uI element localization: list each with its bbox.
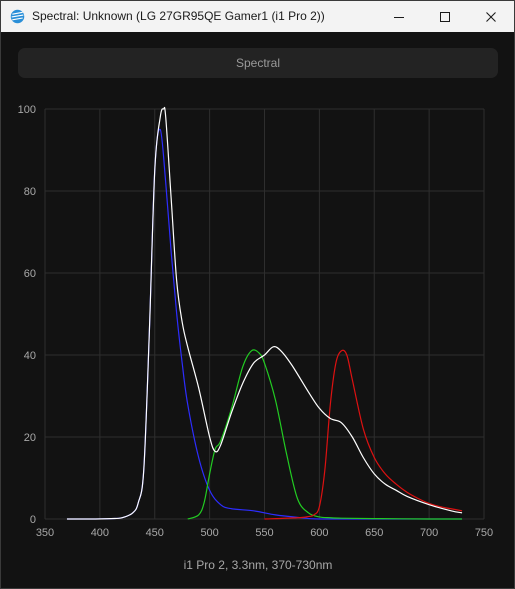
instrument-label: i1 Pro 2, 3.3nm, 370-730nm xyxy=(184,558,333,572)
maximize-button[interactable] xyxy=(422,1,468,32)
series-white xyxy=(66,106,463,520)
chart-axes: 350 400 450 500 550 600 650 700 750 0 20 40 60 80 100 xyxy=(18,104,494,539)
x-tick-label: 750 xyxy=(475,527,493,539)
close-button[interactable] xyxy=(468,1,514,32)
y-tick-label: 60 xyxy=(24,268,36,280)
y-tick-label: 20 xyxy=(24,432,36,444)
spectral-chart: 350 400 450 500 550 600 650 700 750020406080100 … xyxy=(18,104,494,572)
close-icon xyxy=(486,11,496,22)
x-tick-label: 550 xyxy=(255,527,273,539)
window-title: Spectral: Unknown (LG 27GR95QE Gamer1 (i… xyxy=(32,9,325,23)
series-green xyxy=(187,349,463,520)
minimize-button[interactable] xyxy=(376,1,422,32)
y-tick-label: 0 xyxy=(30,514,36,526)
minimize-icon xyxy=(394,16,404,18)
series-red xyxy=(264,349,463,520)
x-tick-label: 400 xyxy=(91,527,109,539)
window-content: Spectral xyxy=(1,32,514,588)
chart-series xyxy=(66,106,463,520)
title-bar[interactable]: Spectral: Unknown (LG 27GR95QE Gamer1 (i… xyxy=(1,1,514,32)
x-tick-label: 450 xyxy=(146,527,164,539)
x-tick-label: 700 xyxy=(420,527,438,539)
y-tick-label: 80 xyxy=(24,186,36,198)
spectral-mode-button[interactable]: Spectral xyxy=(18,48,498,78)
x-tick-label: 600 xyxy=(310,527,328,539)
x-tick-label: 650 xyxy=(365,527,383,539)
x-tick-label: 350 xyxy=(36,527,54,539)
x-tick-label: 500 xyxy=(200,527,218,539)
y-tick-label: 40 xyxy=(24,350,36,362)
chart-grid xyxy=(44,108,485,520)
maximize-icon xyxy=(440,11,450,22)
y-tick-label: 100 xyxy=(18,104,36,116)
spectral-app-icon xyxy=(10,9,25,24)
